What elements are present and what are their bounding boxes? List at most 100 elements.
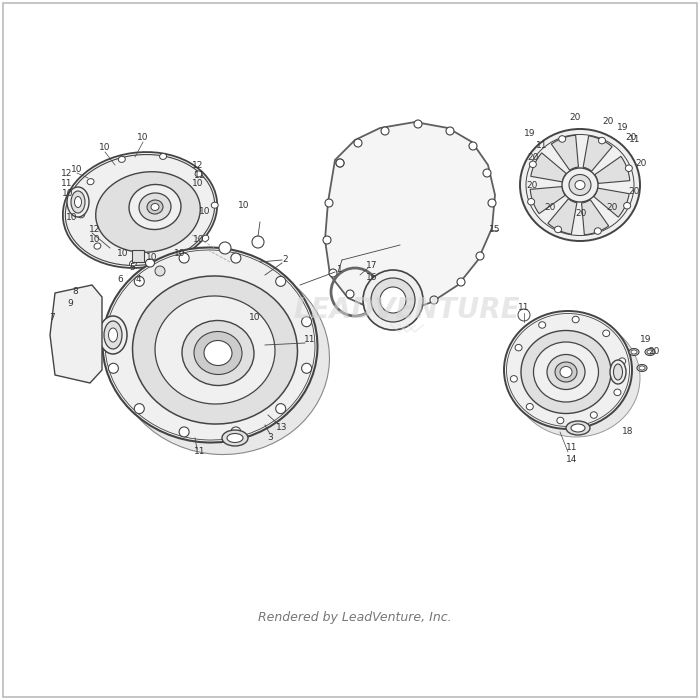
Circle shape	[380, 287, 406, 313]
Ellipse shape	[147, 200, 163, 214]
Ellipse shape	[146, 259, 155, 267]
Text: 10: 10	[146, 253, 158, 262]
Text: 20: 20	[575, 209, 587, 218]
Ellipse shape	[645, 349, 655, 356]
Ellipse shape	[556, 417, 564, 424]
Circle shape	[354, 139, 362, 147]
Ellipse shape	[222, 430, 248, 446]
Circle shape	[59, 357, 71, 369]
Text: 10: 10	[199, 207, 211, 216]
Text: 3: 3	[267, 433, 273, 442]
Ellipse shape	[528, 199, 535, 205]
Circle shape	[325, 199, 333, 207]
Polygon shape	[548, 199, 577, 234]
Ellipse shape	[99, 316, 127, 354]
Circle shape	[430, 296, 438, 304]
Text: 20: 20	[545, 204, 556, 213]
Text: 20: 20	[569, 113, 581, 122]
Polygon shape	[583, 136, 612, 172]
Text: 18: 18	[622, 428, 634, 437]
Circle shape	[155, 266, 165, 276]
Text: 9: 9	[67, 300, 73, 309]
Ellipse shape	[115, 260, 330, 454]
Text: 11: 11	[518, 302, 530, 312]
Text: 20: 20	[526, 181, 538, 190]
Ellipse shape	[67, 187, 89, 217]
Ellipse shape	[510, 376, 517, 382]
Circle shape	[402, 306, 410, 314]
Text: 10: 10	[66, 213, 78, 221]
Ellipse shape	[624, 202, 631, 209]
Ellipse shape	[129, 185, 181, 230]
Ellipse shape	[171, 258, 178, 264]
Polygon shape	[594, 188, 629, 217]
Ellipse shape	[512, 319, 640, 437]
Text: 20: 20	[602, 118, 614, 127]
Ellipse shape	[629, 349, 639, 356]
Circle shape	[231, 253, 241, 263]
Ellipse shape	[104, 321, 122, 349]
Ellipse shape	[637, 365, 647, 372]
Ellipse shape	[71, 191, 85, 213]
Bar	[132, 250, 144, 262]
Circle shape	[488, 199, 496, 207]
Text: 11: 11	[195, 447, 206, 456]
Text: 10: 10	[71, 164, 83, 174]
Text: 16: 16	[366, 274, 378, 283]
Ellipse shape	[560, 367, 572, 377]
Circle shape	[381, 127, 389, 135]
Text: 10: 10	[249, 314, 260, 323]
Text: 10: 10	[118, 248, 129, 258]
Circle shape	[476, 252, 484, 260]
Ellipse shape	[202, 235, 209, 241]
Ellipse shape	[227, 433, 243, 442]
Ellipse shape	[575, 181, 585, 190]
Polygon shape	[595, 156, 630, 183]
Ellipse shape	[204, 340, 232, 365]
Circle shape	[302, 316, 312, 327]
Text: 4: 4	[135, 276, 141, 284]
Text: 11: 11	[566, 444, 578, 452]
Text: 10: 10	[193, 234, 204, 244]
Circle shape	[373, 303, 381, 311]
Text: 10: 10	[238, 200, 250, 209]
Text: 13: 13	[276, 423, 288, 431]
Circle shape	[134, 404, 144, 414]
Ellipse shape	[603, 330, 610, 337]
Ellipse shape	[529, 161, 536, 167]
Ellipse shape	[566, 421, 590, 435]
Text: 10: 10	[174, 248, 186, 258]
Circle shape	[134, 276, 144, 286]
Ellipse shape	[139, 193, 171, 221]
Text: 6: 6	[117, 276, 123, 284]
Circle shape	[219, 242, 231, 254]
Ellipse shape	[625, 165, 632, 172]
Ellipse shape	[155, 296, 275, 404]
Ellipse shape	[555, 362, 577, 382]
Text: 11: 11	[629, 134, 641, 144]
Text: 2: 2	[282, 256, 288, 265]
Circle shape	[336, 159, 344, 167]
Ellipse shape	[569, 174, 591, 195]
Ellipse shape	[118, 156, 125, 162]
Circle shape	[518, 309, 530, 321]
Text: 11: 11	[62, 179, 73, 188]
Ellipse shape	[78, 211, 85, 218]
Ellipse shape	[614, 389, 621, 396]
Circle shape	[231, 427, 241, 437]
Ellipse shape	[94, 243, 101, 249]
Text: 11: 11	[536, 141, 547, 150]
Ellipse shape	[520, 129, 640, 241]
Circle shape	[323, 236, 331, 244]
Text: 12: 12	[62, 169, 73, 178]
Ellipse shape	[613, 364, 622, 380]
Polygon shape	[325, 122, 495, 312]
Ellipse shape	[87, 178, 94, 185]
Text: 10: 10	[62, 188, 74, 197]
Ellipse shape	[194, 332, 242, 375]
Ellipse shape	[108, 328, 118, 342]
Text: 5: 5	[129, 263, 135, 272]
Ellipse shape	[63, 152, 217, 268]
Text: 20: 20	[629, 188, 640, 197]
Ellipse shape	[598, 137, 606, 144]
